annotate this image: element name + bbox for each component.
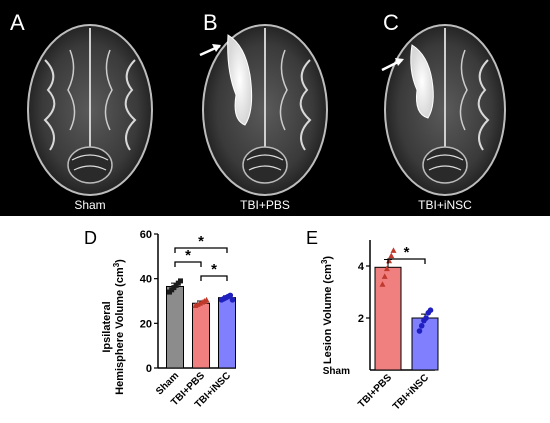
x-tick-label: TBI+iNSC [391,372,431,412]
y-axis-label: Lesion Volume (cm3) [320,256,334,365]
y-tick-label: 4 [358,261,365,273]
mri-brain-sham [27,24,153,196]
data-point [229,297,236,303]
y-tick-label: 60 [140,229,152,241]
y-tick-label: 0 [146,363,152,375]
data-point [416,328,423,334]
mri-brain-tbi-insc [384,24,506,196]
significance-bracket [387,258,426,264]
data-point [388,252,395,259]
data-point [379,281,386,287]
bar [411,317,439,371]
y-axis-label-line2: Hemisphere Volume (cm3) [112,259,126,395]
bar [218,297,236,369]
y-tick-label: 20 [140,318,152,330]
data-point [178,278,183,284]
panel-letter-d: D [84,228,97,248]
panel-letter-b: B [203,10,218,35]
bar [192,302,210,369]
data-point [227,292,234,299]
panel-letter-c: C [383,10,399,35]
caption-tbi-insc: TBI+iNSC [418,198,472,212]
panel-letter-e: E [306,228,318,248]
data-point [427,307,434,313]
significance-marker: * [185,247,191,264]
significance-marker: * [211,261,217,278]
y-axis-label-line1: Ipsilateral [101,301,113,352]
y-tick-label: 40 [140,274,152,286]
data-point [418,323,425,329]
caption-tbi-pbs: TBI+PBS [240,198,290,212]
bar [166,285,184,369]
arrow-icon [199,44,221,57]
significance-bracket [200,275,228,281]
data-point [203,296,210,303]
data-point [381,273,388,279]
caption-sham: Sham [74,198,105,212]
data-point [390,247,397,253]
panel-letter-a: A [10,10,25,35]
data-point [423,315,429,321]
mri-panels-svg: A B C Sham TBI+PBS TBI+iNSC [10,10,506,212]
arrow-icon [381,58,404,72]
mri-brain-tbi-pbs [202,24,328,196]
chart-e: E Lesion Volume (cm3) Sham 2 4 TBI+PBSTBI+… [306,228,439,413]
x-tick-label: TBI+PBS [356,372,394,410]
data-point [383,265,390,272]
significance-marker: * [198,233,204,250]
significance-bracket [174,261,202,267]
chart-d: D Ipsilateral Hemisphere Volume (cm3) 0 2… [84,228,236,411]
bar [374,266,402,371]
significance-marker: * [404,244,410,261]
mri-image-strip: A B C Sham TBI+PBS TBI+iNSC [0,0,550,216]
y-tick-label: 2 [358,313,364,325]
significance-bracket [174,247,228,253]
baseline-label: Sham [323,366,350,377]
